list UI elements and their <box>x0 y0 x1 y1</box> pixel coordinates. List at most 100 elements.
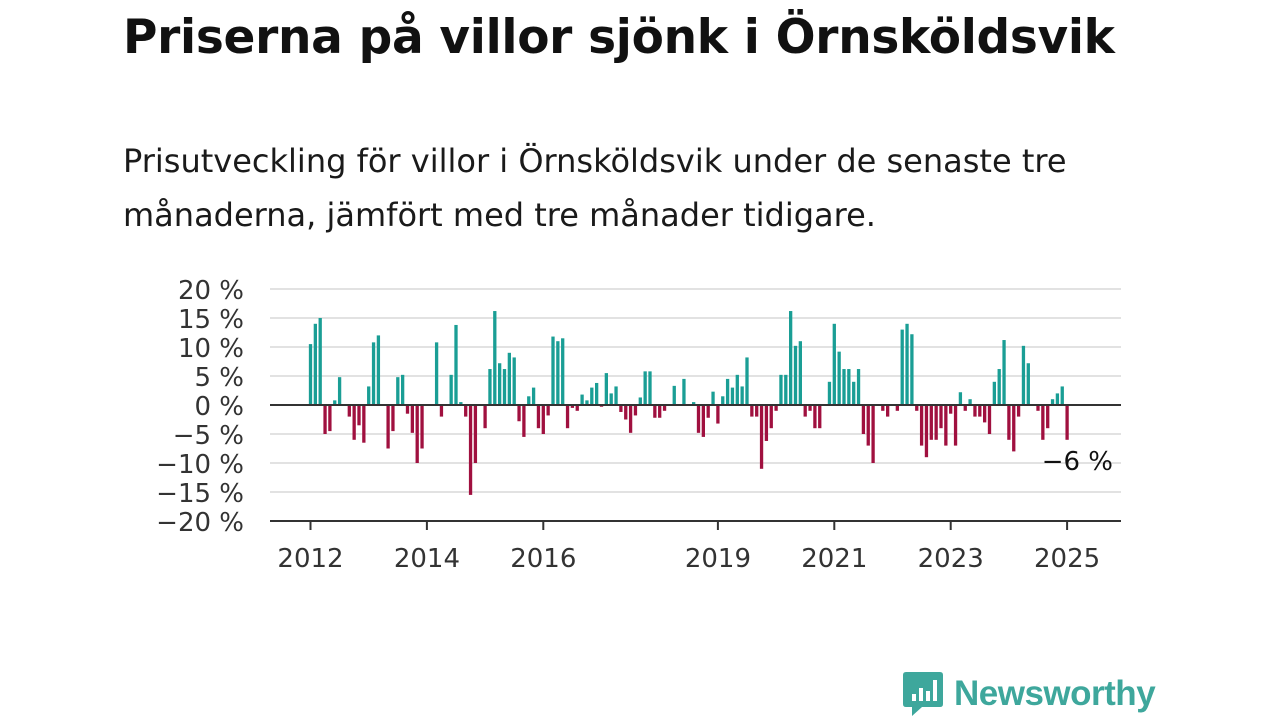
bar <box>507 352 511 405</box>
bar <box>434 342 439 405</box>
bar <box>759 405 764 469</box>
bar <box>410 405 414 433</box>
bar <box>750 405 754 417</box>
last-value-label: −6 % <box>1042 447 1113 477</box>
bar <box>347 405 351 417</box>
bar <box>575 405 579 411</box>
bar <box>672 385 676 405</box>
y-tick-label: 0 % <box>194 392 244 422</box>
bar <box>367 386 371 405</box>
bar <box>866 405 870 446</box>
bar <box>992 381 996 405</box>
y-tick-label: −15 % <box>156 479 244 509</box>
x-tick-label: 2025 <box>1034 544 1100 574</box>
y-tick-label: −5 % <box>173 421 244 451</box>
bar <box>391 405 395 432</box>
bar <box>556 341 560 405</box>
bar <box>978 405 982 417</box>
bar <box>595 382 599 405</box>
bar <box>900 329 904 405</box>
bar <box>934 405 938 440</box>
axes <box>270 404 1121 530</box>
brand-name: Newsworthy <box>954 674 1156 713</box>
bar <box>692 402 696 405</box>
bar <box>818 405 822 429</box>
bar <box>648 371 652 405</box>
bar <box>721 396 725 405</box>
bar <box>352 405 356 440</box>
x-tick-label: 2016 <box>510 544 576 574</box>
bar <box>1026 363 1030 405</box>
bar <box>483 405 487 429</box>
bar <box>551 336 555 405</box>
bar <box>590 387 594 405</box>
bar <box>415 405 419 463</box>
bar <box>653 405 657 418</box>
bar <box>706 405 710 418</box>
bar <box>735 374 739 405</box>
bar <box>813 405 817 429</box>
y-tick-label: 20 % <box>178 276 244 306</box>
bar <box>1007 405 1011 440</box>
x-tick-label: 2021 <box>801 544 867 574</box>
annotations: −6 % <box>1042 447 1113 477</box>
bar <box>769 405 773 429</box>
bar <box>1060 386 1064 405</box>
bar <box>915 405 919 411</box>
x-tick-label: 2012 <box>277 544 343 574</box>
bar <box>313 323 317 405</box>
bar <box>842 369 846 405</box>
bar <box>929 405 933 440</box>
bar <box>881 405 885 411</box>
bar <box>905 323 909 405</box>
bar <box>454 324 458 405</box>
bar <box>871 405 875 463</box>
bar <box>856 369 861 405</box>
bar <box>973 405 977 417</box>
bar <box>847 369 851 405</box>
x-axis-labels: 2012 2014 2016 2019 2021 2023 2025 <box>277 544 1100 574</box>
bar <box>740 386 744 405</box>
bar <box>1050 399 1055 405</box>
bar <box>449 374 453 405</box>
newsworthy-logo: Newsworthy <box>902 670 1156 718</box>
bar <box>1002 340 1006 405</box>
y-axis-labels: 20 %15 %10 %5 %0 %−5 %−10 %−15 %−20 % <box>156 276 244 538</box>
bar <box>604 373 608 405</box>
bar <box>716 405 720 424</box>
bar <box>1046 405 1050 429</box>
bar <box>725 378 730 405</box>
bar <box>1021 345 1026 405</box>
y-tick-label: −20 % <box>156 508 244 538</box>
bar <box>502 369 507 405</box>
bar <box>371 342 376 405</box>
bar <box>1012 405 1016 452</box>
bar <box>730 387 735 405</box>
bar <box>968 399 972 405</box>
bar <box>949 405 953 414</box>
bar <box>498 363 502 405</box>
bar <box>638 397 642 405</box>
bar <box>357 405 361 426</box>
bar <box>827 381 832 405</box>
bar <box>580 394 584 405</box>
bar <box>633 405 638 416</box>
bar <box>682 378 686 405</box>
bar <box>1041 405 1045 440</box>
bar <box>924 405 929 458</box>
bar <box>886 405 890 417</box>
bar <box>803 405 807 417</box>
bar <box>376 335 381 405</box>
bar <box>837 351 841 405</box>
y-tick-label: 5 % <box>194 363 244 393</box>
bar <box>852 381 856 405</box>
bar <box>512 357 516 405</box>
bar <box>861 405 866 434</box>
bar <box>1036 405 1040 411</box>
y-tick-label: 10 % <box>178 334 244 364</box>
bar <box>522 405 526 437</box>
bar <box>643 371 647 405</box>
bar <box>531 387 536 405</box>
bar <box>308 344 313 405</box>
bar <box>541 405 545 434</box>
